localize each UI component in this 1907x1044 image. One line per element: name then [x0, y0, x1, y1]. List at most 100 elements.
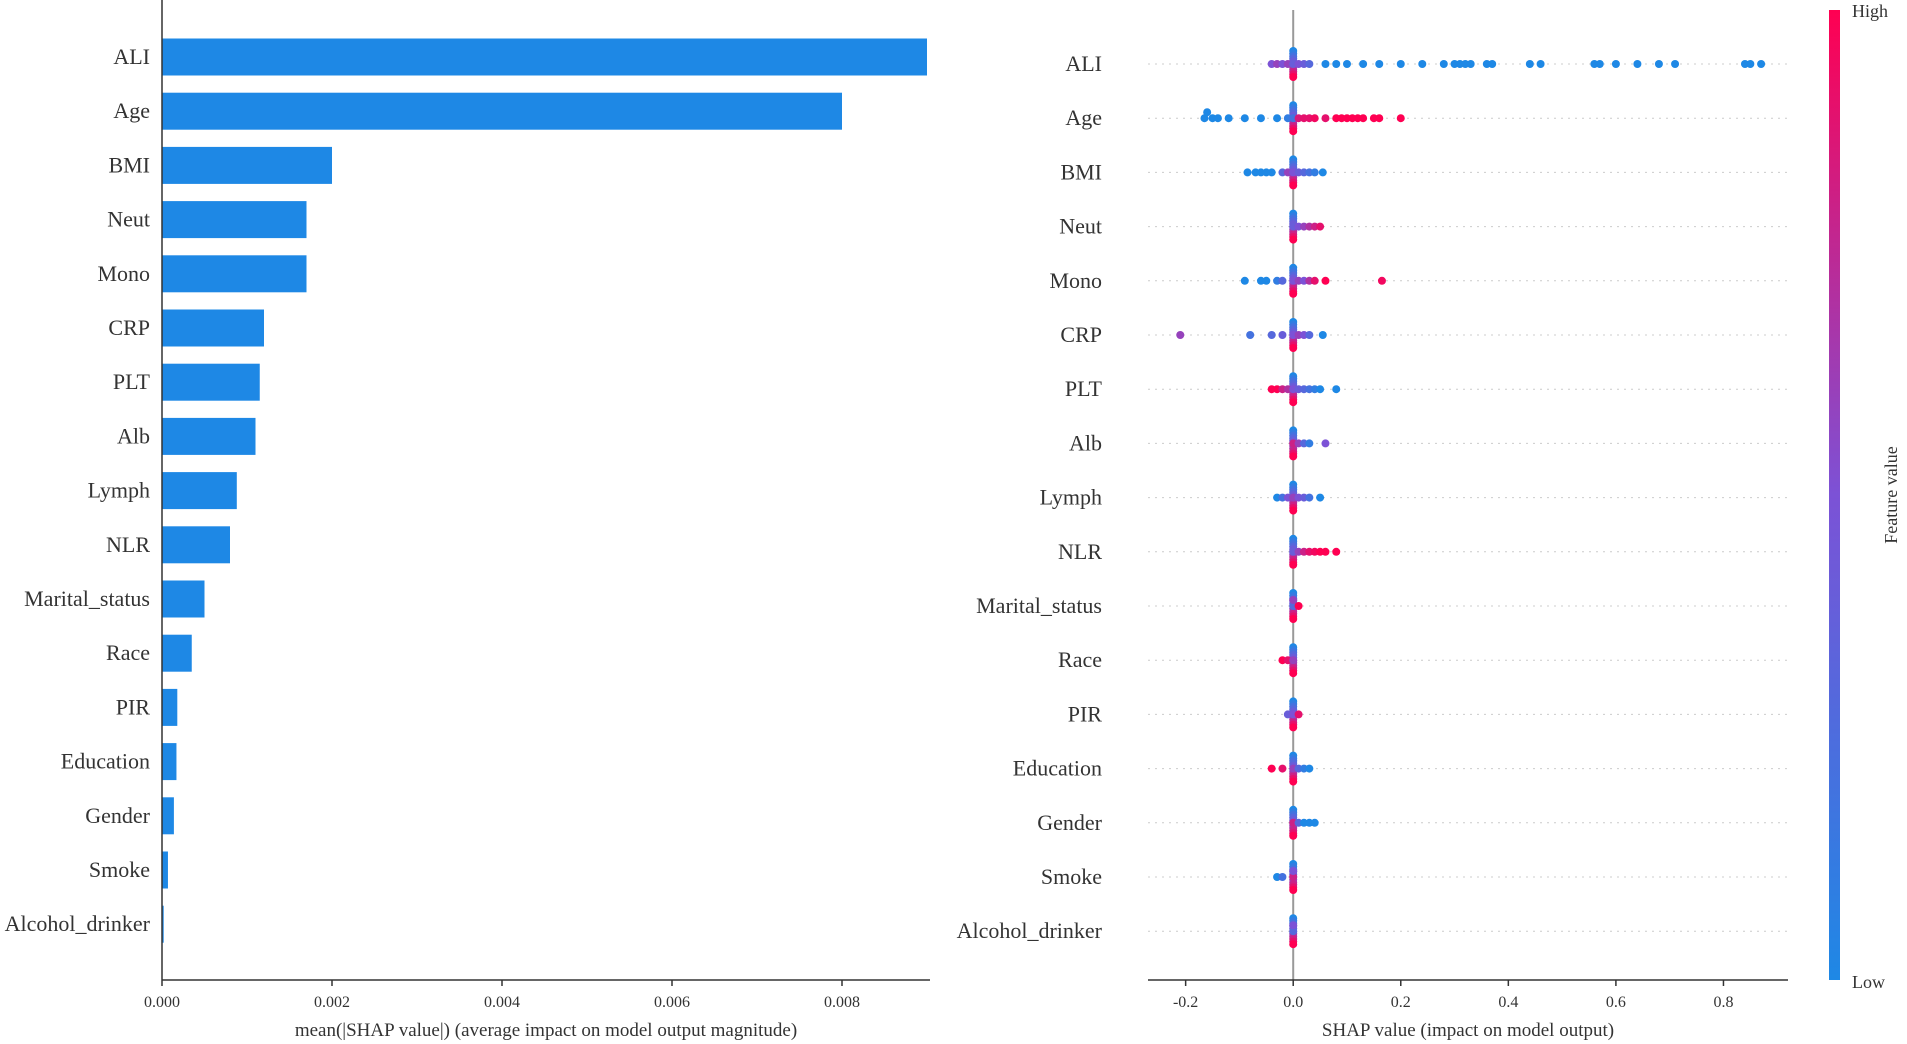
bar-gender	[162, 797, 174, 835]
bar-marital-status	[162, 580, 205, 618]
colorbar: High Low Feature value	[1829, 1, 1901, 992]
beeswarm-point-ali	[1396, 60, 1405, 68]
beeswarm-row-guides	[1148, 63, 1788, 932]
beeswarm-chart-panel: ALI Age BMI Neut Mono CRP PLT Alb Lymph NLR Marita…	[957, 10, 1788, 1041]
beeswarm-point-ali	[1611, 60, 1620, 68]
beeswarm-point-ali	[1418, 60, 1427, 68]
beeswarm-point-pir	[1294, 710, 1303, 719]
beeswarm-point-age	[1359, 114, 1368, 123]
beeswarm-point-mono-center	[1289, 289, 1298, 298]
beeswarm-label-nlr: NLR	[1058, 539, 1102, 564]
beeswarm-point-race	[1289, 656, 1298, 665]
beeswarm-point-pir-center	[1289, 723, 1298, 732]
beeswarm-point-ali	[1321, 60, 1330, 68]
bar-label-plt: PLT	[113, 369, 151, 394]
beeswarm-point-age	[1256, 114, 1265, 123]
beeswarm-feature-labels: ALI Age BMI Neut Mono CRP PLT Alb Lymph NLR Marita…	[957, 51, 1103, 943]
bar-x-axis-label: mean(|SHAP value|) (average impact on mo…	[295, 1020, 797, 1041]
beeswarm-point-lymph	[1316, 493, 1325, 502]
bar-lymph	[162, 472, 237, 510]
beeswarm-label-crp: CRP	[1060, 322, 1102, 347]
bar-label-bmi: BMI	[108, 152, 150, 177]
beeswarm-point-crp	[1267, 331, 1276, 339]
beeswarm-point-marital-status-center	[1289, 615, 1298, 623]
beeswarm-point-age	[1310, 114, 1319, 123]
beeswarm-point-education	[1278, 764, 1287, 773]
beeswarm-label-alcohol-drinker: Alcohol_drinker	[957, 918, 1103, 943]
beeswarm-point-ali	[1525, 60, 1534, 68]
beeswarm-point-lymph-center	[1289, 506, 1298, 515]
bar-label-pir: PIR	[116, 694, 151, 719]
beeswarm-point-ali	[1488, 60, 1497, 68]
beeswarm-point-alb	[1305, 439, 1314, 448]
beeswarm-point-education	[1305, 764, 1314, 773]
beeswarm-point-ali	[1654, 60, 1663, 68]
bar-label-alb: Alb	[117, 423, 150, 448]
bar-label-marital-status: Marital_status	[24, 586, 150, 611]
beeswarm-point-mono	[1310, 276, 1319, 285]
beeswarm-point-ali	[1466, 60, 1475, 68]
beeswarm-point-ali	[1359, 60, 1368, 68]
colorbar-high-label: High	[1852, 1, 1888, 21]
beeswarm-point-mono	[1377, 276, 1386, 285]
beeswarm-point-alcohol-drinker-center	[1289, 940, 1298, 949]
bar-x-tick-label: 0.006	[654, 994, 690, 1011]
beeswarm-point-age	[1375, 114, 1384, 123]
beeswarm-point-gender	[1310, 818, 1319, 827]
beeswarm-points	[1176, 47, 1766, 949]
beeswarm-label-education: Education	[1013, 756, 1102, 781]
beeswarm-label-neut: Neut	[1059, 214, 1102, 239]
beeswarm-point-ali	[1536, 60, 1545, 68]
beeswarm-point-smoke	[1289, 867, 1298, 875]
beeswarm-point-race-center	[1289, 669, 1298, 678]
beeswarm-point-ali	[1332, 60, 1341, 68]
beeswarm-point-crp	[1305, 331, 1314, 339]
beeswarm-point-alcohol-drinker	[1289, 921, 1298, 930]
bar-alb	[162, 417, 256, 455]
beeswarm-point-bmi	[1267, 168, 1276, 177]
colorbar-title: Feature value	[1881, 446, 1901, 543]
beeswarm-point-ali	[1633, 60, 1642, 68]
bar-label-ali: ALI	[113, 44, 150, 69]
beeswarm-point-ali	[1342, 60, 1351, 68]
beeswarm-point-ali	[1375, 60, 1384, 68]
bar-label-age: Age	[113, 98, 150, 123]
beeswarm-point-mono	[1262, 276, 1271, 285]
beeswarm-point-crp	[1176, 331, 1185, 339]
bar-x-ticks: 0.000 0.002 0.004 0.006 0.008	[144, 980, 860, 1011]
beeswarm-point-ali	[1746, 60, 1755, 68]
beeswarm-point-age	[1273, 114, 1282, 123]
beeswarm-point-plt	[1332, 385, 1341, 394]
beeswarm-label-mono: Mono	[1049, 268, 1102, 293]
beeswarm-point-neut-center	[1289, 235, 1298, 244]
beeswarm-point-nlr-center	[1289, 560, 1298, 569]
beeswarm-point-marital-status	[1289, 596, 1298, 604]
beeswarm-point-bmi	[1318, 168, 1327, 177]
bar-x-tick-label: 0.002	[314, 994, 350, 1011]
beeswarm-point-alcohol-drinker	[1289, 927, 1298, 936]
beeswarm-point-age	[1224, 114, 1233, 123]
beeswarm-point-age	[1240, 114, 1249, 123]
beeswarm-point-alb	[1321, 439, 1330, 448]
beeswarm-label-marital-status: Marital_status	[976, 593, 1102, 618]
bar-neut	[162, 201, 307, 239]
bar-crp	[162, 309, 264, 347]
bar-bmi	[162, 146, 332, 184]
beeswarm-point-smoke	[1278, 873, 1287, 881]
beeswarm-point-age	[1213, 114, 1222, 123]
beeswarm-x-tick-label: 0.4	[1498, 994, 1518, 1011]
beeswarm-point-marital-status	[1294, 602, 1303, 610]
beeswarm-x-tick-label: -0.2	[1173, 994, 1198, 1011]
bar-x-tick-label: 0.008	[824, 994, 860, 1011]
beeswarm-label-plt: PLT	[1065, 376, 1103, 401]
colorbar-low-label: Low	[1852, 972, 1885, 992]
bar-label-lymph: Lymph	[88, 478, 150, 503]
beeswarm-point-ali-center	[1289, 73, 1298, 81]
beeswarm-point-ali	[1305, 60, 1314, 68]
beeswarm-point-nlr	[1321, 547, 1330, 556]
bar-ali	[162, 38, 927, 76]
bar-mono	[162, 255, 307, 293]
bar-race	[162, 634, 192, 672]
beeswarm-point-age	[1203, 108, 1212, 117]
